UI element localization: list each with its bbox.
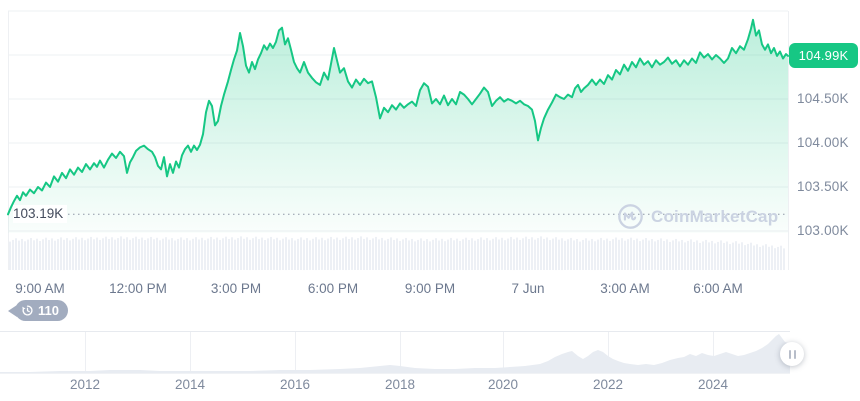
time-tick-label: 3:00 AM (600, 281, 650, 296)
price-tick-label: 103.50K (797, 179, 849, 194)
open-price-label: 103.19K (13, 205, 68, 224)
history-clock-icon (22, 305, 33, 316)
history-count: 110 (38, 303, 59, 318)
range-handle[interactable] (780, 342, 804, 366)
current-price-badge: 104.99K (789, 43, 858, 69)
year-tick-label: 2016 (279, 377, 311, 392)
range-selector-canvas[interactable] (0, 331, 800, 374)
time-tick-label: 9:00 AM (15, 281, 65, 296)
time-tick-label: 7 Jun (511, 281, 545, 296)
time-tick-label: 6:00 AM (693, 281, 743, 296)
price-line (7, 18, 789, 216)
handle-grip-icon (788, 349, 791, 359)
range-history-area (0, 334, 790, 373)
year-tick-label: 2014 (174, 377, 206, 392)
year-tick-label: 2022 (592, 377, 624, 392)
price-chart-canvas[interactable] (0, 0, 860, 272)
coinmarketcap-watermark: CoinMarketCap (617, 203, 778, 230)
history-count-badge[interactable]: 110 (15, 300, 68, 321)
price-tick-label: 104.00K (797, 135, 849, 150)
time-tick-label: 9:00 PM (404, 281, 456, 296)
year-tick-label: 2020 (487, 377, 519, 392)
year-tick-label: 2024 (697, 377, 729, 392)
time-tick-label: 12:00 PM (109, 281, 167, 296)
price-area-fill (8, 19, 788, 233)
time-tick-label: 6:00 PM (307, 281, 359, 296)
watermark-text: CoinMarketCap (651, 206, 779, 226)
price-tick-label: 103.00K (797, 223, 849, 238)
time-tick-label: 3:00 PM (210, 281, 262, 296)
year-tick-label: 2012 (69, 377, 101, 392)
handle-grip-icon (793, 349, 796, 359)
volume-bars (9, 236, 785, 271)
coinmarketcap-logo-icon (618, 204, 643, 229)
price-tick-label: 104.50K (797, 91, 849, 106)
year-tick-label: 2018 (384, 377, 416, 392)
range-gridlines (0, 331, 790, 374)
